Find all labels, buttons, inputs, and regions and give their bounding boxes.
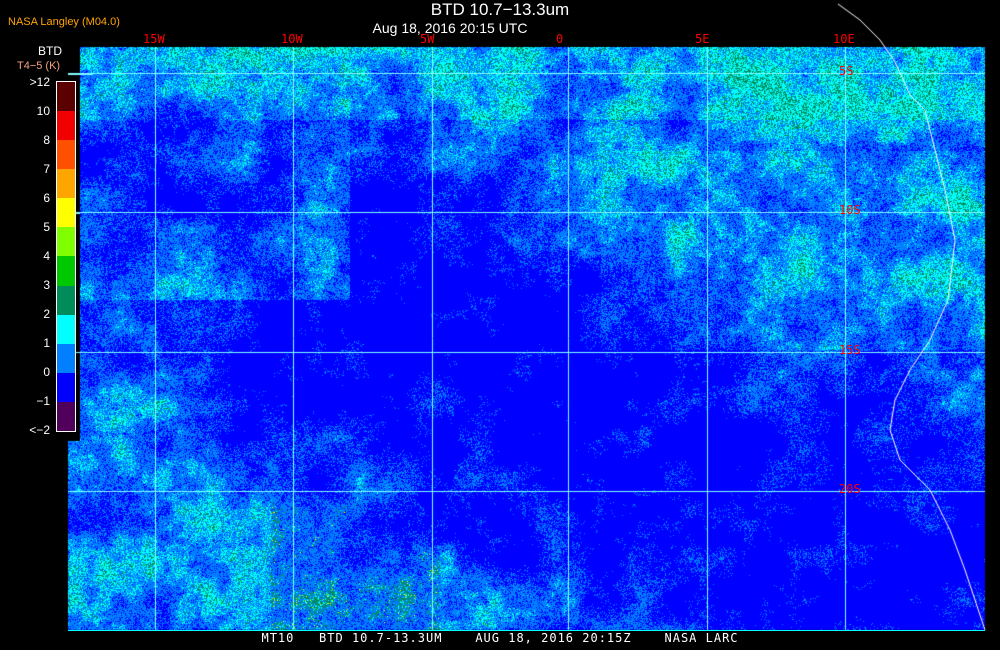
legend-swatch	[57, 256, 75, 286]
longitude-label: 15W	[143, 32, 165, 46]
legend-tick-label: 5	[43, 220, 50, 234]
credit-label: NASA Langley (M04.0)	[8, 16, 120, 28]
legend-tick-label: −1	[36, 394, 50, 408]
color-scale-bar	[56, 81, 76, 432]
legend-tick-label: 10	[36, 104, 50, 118]
latitude-label: 10S	[839, 203, 861, 217]
legend-swatch	[57, 314, 75, 344]
longitude-label: 0	[556, 32, 564, 46]
latitude-label: 15S	[839, 343, 861, 357]
legend-tick-label: <−2	[29, 423, 50, 437]
legend-swatch	[57, 111, 75, 141]
footer-divider	[68, 630, 985, 631]
latitude-label: 5S	[839, 64, 854, 78]
legend-units: T4−5 (K)	[17, 60, 61, 72]
image-title: BTD 10.7−13.3um	[430, 0, 570, 19]
legend-tick-label: 6	[43, 191, 50, 205]
legend-tick-label: 0	[43, 365, 50, 379]
longitude-label: 10W	[281, 32, 303, 46]
legend-swatch	[57, 140, 75, 170]
legend-tick-label: 1	[43, 336, 50, 350]
legend-tick-label: 3	[43, 278, 50, 292]
latitude-label: 20S	[839, 482, 861, 496]
legend-tick-label: 8	[43, 133, 50, 147]
legend-swatch	[57, 198, 75, 228]
legend-swatch	[57, 401, 75, 431]
longitude-label: 10E	[833, 32, 855, 46]
legend-tick-label: 4	[43, 249, 50, 263]
image-timestamp: Aug 18, 2016 20:15 UTC	[372, 20, 528, 36]
legend-swatch	[57, 82, 75, 112]
legend-swatch	[57, 343, 75, 373]
legend-swatch	[57, 285, 75, 315]
legend-swatch	[57, 227, 75, 257]
legend-tick-label: 7	[43, 162, 50, 176]
longitude-label: 5W	[420, 32, 435, 46]
legend-tick-label: >12	[29, 75, 50, 89]
legend-swatch	[57, 372, 75, 402]
footer-caption: MT10 BTD 10.7-13.3UM AUG 18, 2016 20:15Z…	[261, 631, 739, 645]
legend-swatch	[57, 169, 75, 199]
legend-title: BTD	[38, 44, 62, 58]
longitude-label: 5E	[695, 32, 710, 46]
legend-tick-label: 2	[43, 307, 50, 321]
